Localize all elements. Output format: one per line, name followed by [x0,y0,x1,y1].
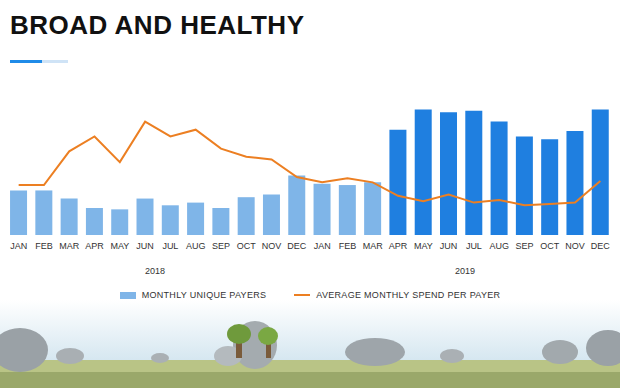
svg-text:MAR: MAR [363,241,384,251]
html-text:BROAD AND HEALTHY: BROAD AND HEALTHY [10,10,305,40]
svg-text:JAN: JAN [314,241,331,251]
html-text:2018: 2018 [145,266,165,276]
svg-text:FEB: FEB [339,241,357,251]
svg-text:FEB: FEB [35,241,53,251]
svg-text:SEP: SEP [212,241,230,251]
svg-text:NOV: NOV [565,241,585,251]
svg-text:AUG: AUG [186,241,206,251]
svg-text:JUN: JUN [136,241,154,251]
svg-text:JUL: JUL [162,241,178,251]
svg-text:SEP: SEP [515,241,533,251]
html-text:MONTHLY UNIQUE PAYERS: MONTHLY UNIQUE PAYERS [141,290,267,300]
svg-text:OCT: OCT [237,241,257,251]
svg-text:DEC: DEC [591,241,611,251]
svg-text:APR: APR [389,241,408,251]
svg-text:MAY: MAY [110,241,129,251]
html-text:AVERAGE MONTHLY SPEND PER PAYE: AVERAGE MONTHLY SPEND PER PAYER [316,290,501,300]
svg-text:MAR: MAR [59,241,80,251]
svg-text:JUL: JUL [466,241,482,251]
svg-text:JUN: JUN [440,241,458,251]
svg-text:MAY: MAY [414,241,433,251]
html-text:2019: 2019 [455,266,475,276]
svg-text:AUG: AUG [489,241,509,251]
svg-text:APR: APR [85,241,104,251]
svg-text:DEC: DEC [287,241,307,251]
svg-text:OCT: OCT [540,241,560,251]
svg-text:NOV: NOV [262,241,282,251]
svg-text:JAN: JAN [10,241,27,251]
